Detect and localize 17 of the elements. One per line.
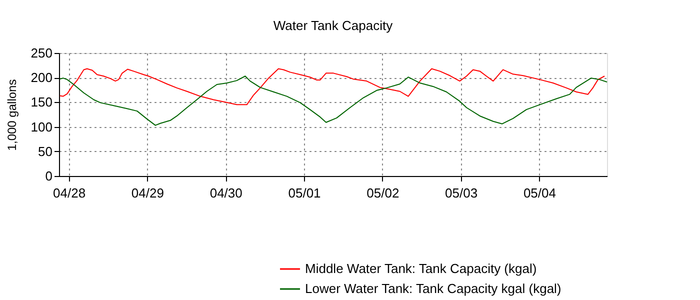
x-tick-label: 05/04 [523,186,556,200]
x-tick-label: 05/01 [288,186,321,200]
chart-title: Water Tank Capacity [273,18,394,33]
x-tick-label: 04/30 [210,186,242,200]
x-tick-label: 05/03 [445,186,478,200]
legend-label: Lower Water Tank: Tank Capacity kgal (kgal) [305,281,562,296]
x-tick-label: 05/02 [366,186,400,200]
y-tick-label: 50 [38,144,52,159]
y-tick-label: 150 [30,94,52,110]
x-tick-label: 04/29 [131,186,164,200]
y-tick-label: 100 [30,119,52,134]
x-tick-label: 04/28 [53,186,86,200]
y-tick-label: 250 [30,46,52,60]
y-axis-title: 1,000 gallons [4,79,19,151]
y-tick-label: 200 [30,70,52,86]
legend-label: Middle Water Tank: Tank Capacity (kgal) [305,261,537,276]
y-tick-label: 0 [45,168,52,184]
